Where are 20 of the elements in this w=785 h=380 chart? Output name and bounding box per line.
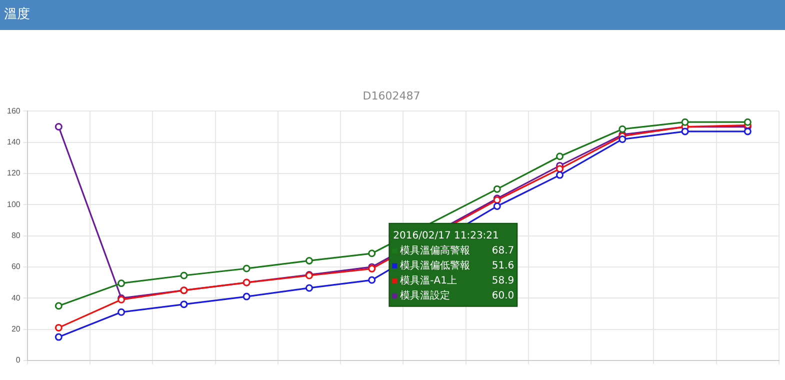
annotation: 68.7 [492, 245, 514, 256]
annotation: 58.9 [492, 275, 514, 286]
legend-label: 模具溫偏高警報 [400, 244, 470, 256]
y-tick-label: 100 [6, 200, 21, 209]
chart-title: D1602487 [362, 89, 420, 102]
y-tick-label: 40 [11, 293, 21, 302]
y-tick-label: 20 [11, 324, 21, 334]
y-tick-label: 120 [6, 168, 21, 178]
y-tick-label: 160 [6, 106, 21, 116]
legend-label: 模具溫偏低警報 [400, 259, 470, 272]
annotation: 51.6 [492, 260, 514, 272]
legend-label: 模具溫設定 [400, 289, 450, 302]
y-tick-label: 140 [6, 138, 21, 147]
text: 溫度 [0, 0, 785, 30]
y-tick-label: 0 [16, 356, 21, 365]
y-tick-label: 80 [11, 231, 21, 240]
legend-label: 模具溫-A1上 [400, 274, 457, 286]
annotation: 60.0 [492, 290, 514, 302]
y-tick-label: 60 [11, 262, 21, 272]
annotation: 2016/02/17 11:23:21 [393, 230, 499, 242]
